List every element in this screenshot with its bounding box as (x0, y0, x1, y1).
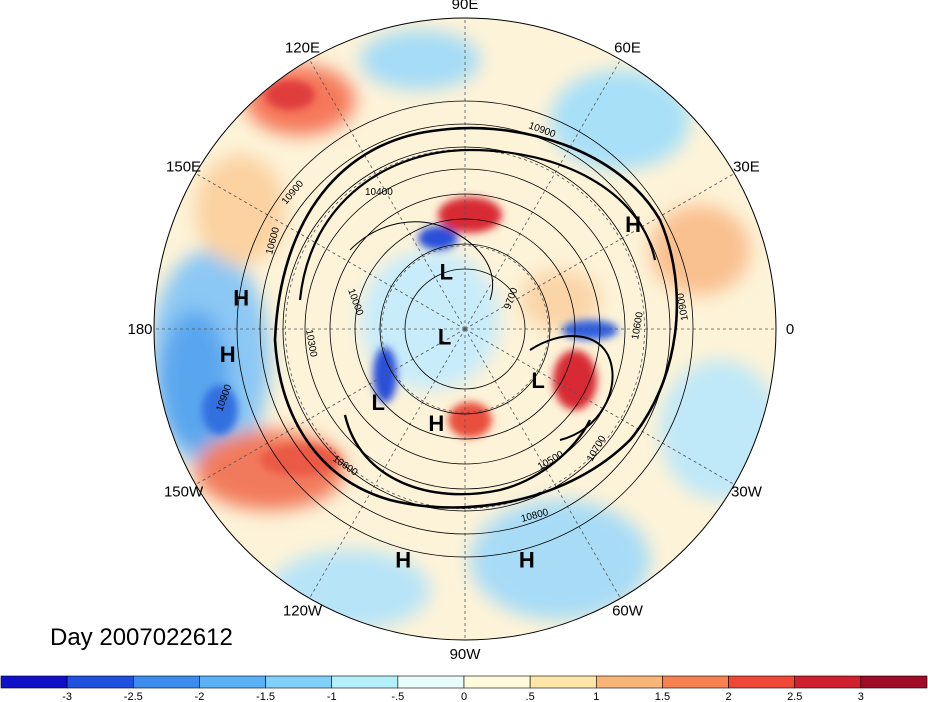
meridian-line (464, 328, 735, 485)
meridian-line (309, 328, 466, 599)
colorbar-label: .5 (526, 691, 535, 702)
pressure-centers: H H H L L L H L H H (220, 212, 641, 572)
colorbar-label: 2.5 (787, 691, 802, 702)
colorbar-label: -2.5 (124, 691, 143, 702)
high-pressure-marker: H (519, 548, 535, 573)
high-pressure-marker: H (625, 212, 641, 237)
contour-label: 10300 (303, 329, 319, 359)
colorbar-swatch (728, 675, 796, 689)
longitude-label: 60E (614, 40, 641, 57)
longitude-label: 120E (285, 40, 320, 57)
longitude-label: 150E (166, 159, 201, 176)
meridian-line (464, 328, 621, 599)
parallel-line (285, 149, 645, 509)
colorbar-label: 1.5 (655, 691, 670, 702)
meridian-line (309, 59, 466, 330)
meridian-line (464, 59, 621, 330)
low-pressure-marker: L (438, 324, 451, 349)
colorbar-label: -.5 (391, 691, 404, 702)
longitude-label: 90E (452, 0, 479, 13)
colorbar-label: 0 (461, 691, 467, 702)
colorbar-label: -3 (62, 691, 72, 702)
meridian-line (464, 173, 735, 330)
high-pressure-marker: H (220, 342, 236, 367)
longitude-label: 60W (612, 602, 644, 619)
meridian-line (195, 328, 466, 485)
meridian-line (195, 173, 466, 330)
high-pressure-marker: H (233, 286, 249, 311)
low-pressure-marker: L (440, 260, 453, 285)
colorbar-swatch (265, 675, 333, 689)
colorbar-swatch (860, 675, 928, 689)
height-contours (236, 100, 694, 558)
map-title: Day 2007022612 (50, 624, 233, 651)
high-pressure-marker: H (395, 548, 411, 573)
colorbar-label: 1 (593, 691, 599, 702)
contour-label: 10400 (365, 187, 393, 198)
contour-label: 10900 (675, 292, 691, 322)
graticule (154, 18, 776, 640)
longitude-label: 90W (450, 646, 482, 663)
longitude-label: 30E (733, 159, 760, 176)
colorbar-swatch (397, 675, 465, 689)
map-boundary (153, 17, 777, 641)
colorbar-swatch (66, 675, 134, 689)
parallel-line (381, 245, 549, 413)
colorbar-label: -1 (327, 691, 337, 702)
low-pressure-marker: L (531, 368, 544, 393)
longitude-label: 0 (786, 321, 794, 338)
low-pressure-marker: L (372, 390, 385, 415)
longitude-label: 180 (127, 321, 152, 338)
colorbar-swatch (794, 675, 862, 689)
longitude-labels: 90E 60E 30E 0 30W 60W 90W 120W 150W 180 150E 120E (127, 0, 794, 663)
colorbar: -3 -2.5 -2 -1.5 -1 -.5 0 .5 1 1.5 2 2.5 3 (0, 675, 928, 702)
high-pressure-marker: H (428, 411, 444, 436)
colorbar-swatch (662, 675, 729, 689)
colorbar-swatch (0, 675, 68, 689)
colorbar-label: -2 (195, 691, 205, 702)
colorbar-label: 2 (726, 691, 732, 702)
colorbar-swatch (199, 675, 266, 689)
colorbar-swatch (132, 675, 200, 689)
colorbar-label: -1.5 (256, 691, 275, 702)
colorbar-swatch (529, 675, 597, 689)
longitude-label: 150W (164, 484, 204, 501)
colorbar-swatch (331, 675, 399, 689)
colorbar-swatch (463, 675, 531, 689)
longitude-label: 30W (731, 484, 763, 501)
colorbar-label: 3 (858, 691, 864, 702)
contour-label: 10600 (630, 311, 646, 341)
colorbar-swatch (595, 675, 663, 689)
longitude-label: 120W (283, 602, 323, 619)
